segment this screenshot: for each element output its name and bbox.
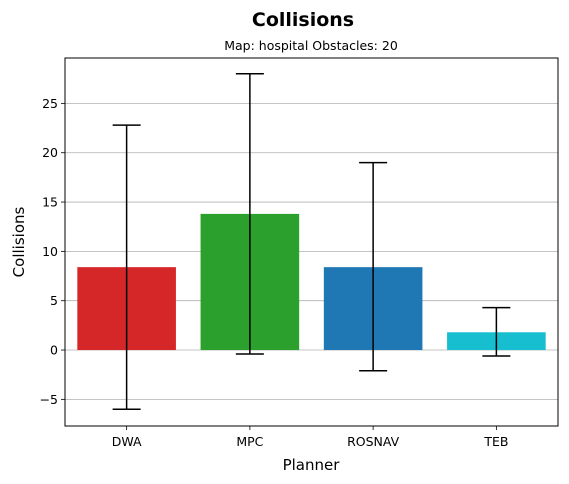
gridlines	[65, 102, 558, 400]
y-tick-label: 5	[50, 293, 58, 308]
y-tick-label: 10	[42, 244, 58, 259]
y-tick-label: 0	[50, 343, 58, 358]
x-tick-label: TEB	[483, 434, 508, 449]
axis-ticks: −5 0 5 10 15 20 25 DWA MPC ROSNAV TEB	[40, 96, 509, 449]
x-axis-label: Planner	[283, 456, 341, 474]
x-tick-label: DWA	[112, 434, 142, 449]
bars	[77, 213, 546, 351]
y-axis-label: Collisions	[10, 207, 28, 278]
error-bars	[112, 73, 511, 410]
y-tick-label: 15	[42, 195, 58, 210]
plot-frame	[64, 57, 559, 427]
chart-subtitle: Map: hospital Obstacles: 20	[224, 38, 398, 53]
y-tick-label: 20	[42, 145, 58, 160]
y-tick-label: 25	[42, 96, 58, 111]
x-tick-label: ROSNAV	[347, 434, 400, 449]
x-tick-label: MPC	[236, 434, 263, 449]
chart-title: Collisions	[252, 9, 354, 31]
y-tick-label: −5	[40, 392, 58, 407]
